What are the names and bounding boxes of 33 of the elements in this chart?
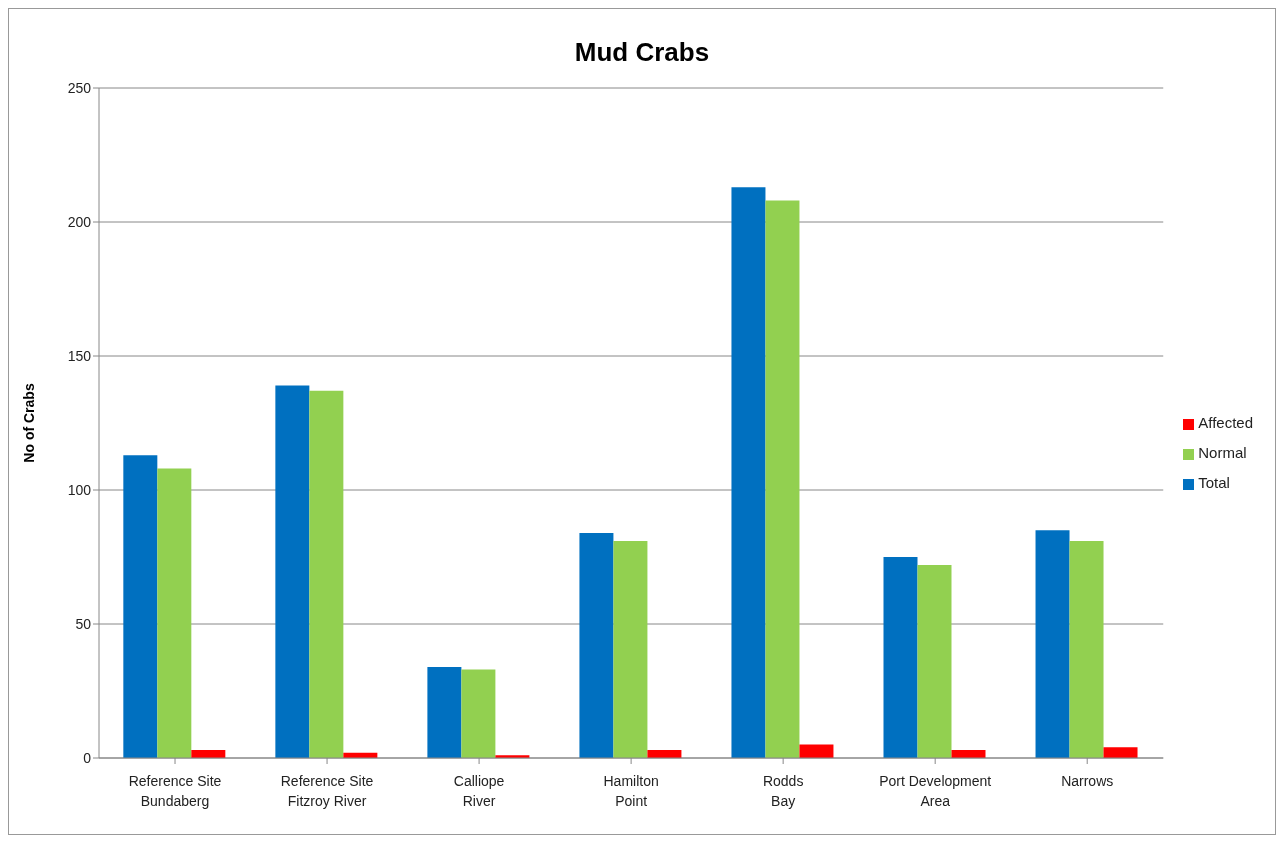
bar [1069, 540, 1104, 758]
y-tick-label: 250 [67, 79, 92, 96]
y-tick-label: 0 [83, 749, 92, 766]
bar [917, 565, 952, 758]
x-tick-label: Rodds Bay [762, 773, 804, 809]
bar [1103, 747, 1138, 758]
bar [157, 468, 192, 758]
bar [427, 666, 462, 758]
bar [579, 532, 614, 758]
x-tick-label: Hamilton Point [603, 773, 659, 809]
bar [731, 187, 766, 758]
legend-label: Total [1198, 474, 1230, 491]
x-tick-label: Port Development Area [879, 773, 992, 809]
x-tick-label: Calliope River [453, 773, 505, 809]
x-tick-label: Reference Site Fitzroy River [280, 773, 374, 809]
chart-title: Mud Crabs [573, 37, 711, 68]
y-axis-title: No of Crabs [20, 383, 37, 463]
bar [461, 669, 496, 758]
x-tick-label: Reference Site Bundaberg [128, 773, 222, 809]
bar [309, 390, 344, 758]
bar [883, 557, 918, 758]
y-tick-label: 50 [75, 615, 92, 632]
bar [613, 540, 648, 758]
x-tick-label: Narrows [1061, 773, 1114, 789]
bar [1035, 530, 1070, 758]
bar [275, 385, 310, 758]
legend-label: Affected [1198, 414, 1253, 431]
bar [123, 455, 158, 758]
y-tick-label: 200 [67, 213, 92, 230]
bar [765, 200, 800, 758]
y-tick-label: 100 [67, 481, 92, 498]
legend-label: Normal [1198, 444, 1247, 461]
y-tick-label: 150 [67, 347, 92, 364]
